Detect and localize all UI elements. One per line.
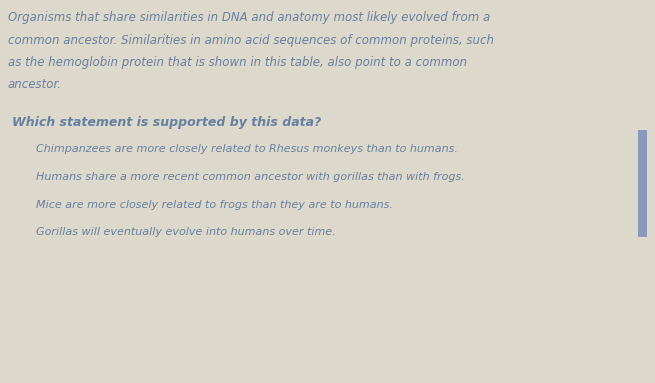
Text: common ancestor. Similarities in amino acid sequences of common proteins, such: common ancestor. Similarities in amino a…	[8, 34, 494, 47]
Text: Chimpanzees are more closely related to Rhesus monkeys than to humans.: Chimpanzees are more closely related to …	[36, 144, 458, 154]
Text: Gorillas will eventually evolve into humans over time.: Gorillas will eventually evolve into hum…	[36, 227, 336, 237]
Text: ancestor.: ancestor.	[8, 78, 62, 91]
Text: Which statement is supported by this data?: Which statement is supported by this dat…	[12, 116, 321, 129]
Text: Humans share a more recent common ancestor with gorillas than with frogs.: Humans share a more recent common ancest…	[36, 172, 465, 182]
FancyBboxPatch shape	[638, 130, 647, 237]
Text: Organisms that share similarities in DNA and anatomy most likely evolved from a: Organisms that share similarities in DNA…	[8, 11, 490, 25]
Text: Mice are more closely related to frogs than they are to humans.: Mice are more closely related to frogs t…	[36, 200, 393, 210]
Text: as the hemoglobin protein that is shown in this table, also point to a common: as the hemoglobin protein that is shown …	[8, 56, 467, 69]
